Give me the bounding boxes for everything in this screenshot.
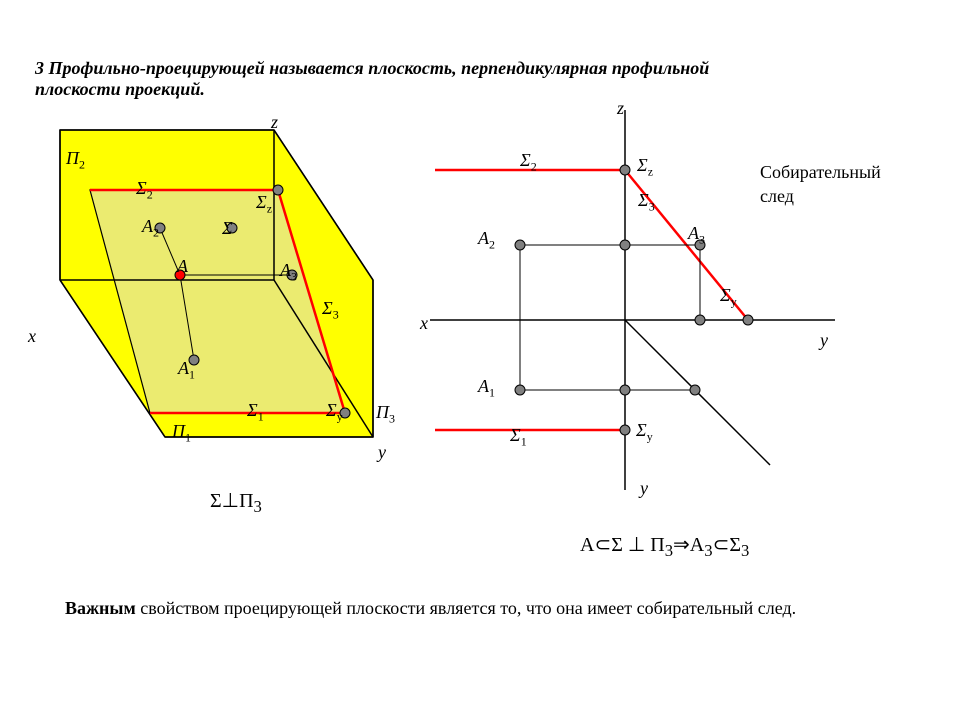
lbl-A-l: A: [177, 256, 188, 277]
lbl-A3-r: A3: [688, 223, 705, 248]
callout-2: след: [760, 186, 794, 207]
note-body: свойством проецирующей плоскости являетс…: [136, 598, 796, 618]
pt-aux2: [690, 385, 700, 395]
lbl-y-r: y: [820, 330, 828, 351]
lbl-S1-r: Σ1: [510, 425, 527, 450]
lbl-S1-l: Σ1: [247, 400, 264, 425]
pt-Sy-rb: [620, 425, 630, 435]
lbl-A2-r: A2: [478, 228, 495, 253]
lbl-y-l: y: [378, 442, 386, 463]
lbl-A1-l: A1: [178, 358, 195, 383]
lbl-S3-r: Σ3: [638, 190, 655, 215]
lbl-P2: Π2: [66, 148, 85, 173]
lbl-A3-l: A3: [280, 260, 297, 285]
pt-A2-r: [515, 240, 525, 250]
lbl-Sz-l: Σz: [256, 192, 272, 217]
left-diagram: [0, 0, 430, 500]
pt-A1-r: [515, 385, 525, 395]
pt-aux3: [695, 315, 705, 325]
lbl-P3: Π3: [376, 402, 395, 427]
lbl-A2-l: A2: [142, 216, 159, 241]
right-diagram: [420, 0, 940, 520]
callout-1: Собирательный: [760, 162, 881, 183]
lbl-S3-l: Σ3: [322, 298, 339, 323]
pt-Sz-r: [620, 165, 630, 175]
bottom-note: Важным свойством проецирующей плоскости …: [38, 598, 938, 619]
lbl-A1-r: A1: [478, 376, 495, 401]
lbl-S2-l: Σ2: [136, 178, 153, 203]
pt-aux4: [620, 240, 630, 250]
lbl-y2-r: y: [640, 478, 648, 499]
formula-left: Σ⊥Π3: [210, 488, 262, 517]
pt-Sz-l: [273, 185, 283, 195]
lbl-z-l: z: [271, 112, 278, 133]
lbl-x-r: x: [420, 313, 428, 334]
formula-right: A⊂Σ ⊥ Π3⇒A3⊂Σ3: [580, 532, 749, 561]
lbl-P1: Π1: [172, 421, 191, 446]
lbl-Sz-r: Σz: [637, 155, 653, 180]
note-prefix: Важным: [65, 598, 136, 618]
pt-aux1: [620, 385, 630, 395]
lbl-z-r: z: [617, 98, 624, 119]
lbl-S-l: Σ: [222, 218, 233, 239]
lbl-Sy-l: Σy: [326, 400, 343, 425]
lbl-Sy-rr: Σy: [720, 285, 737, 310]
lbl-x-l: x: [28, 326, 36, 347]
lbl-S2-r: Σ2: [520, 150, 537, 175]
lbl-Sy-rb: Σy: [636, 420, 653, 445]
pt-Sy-rr: [743, 315, 753, 325]
